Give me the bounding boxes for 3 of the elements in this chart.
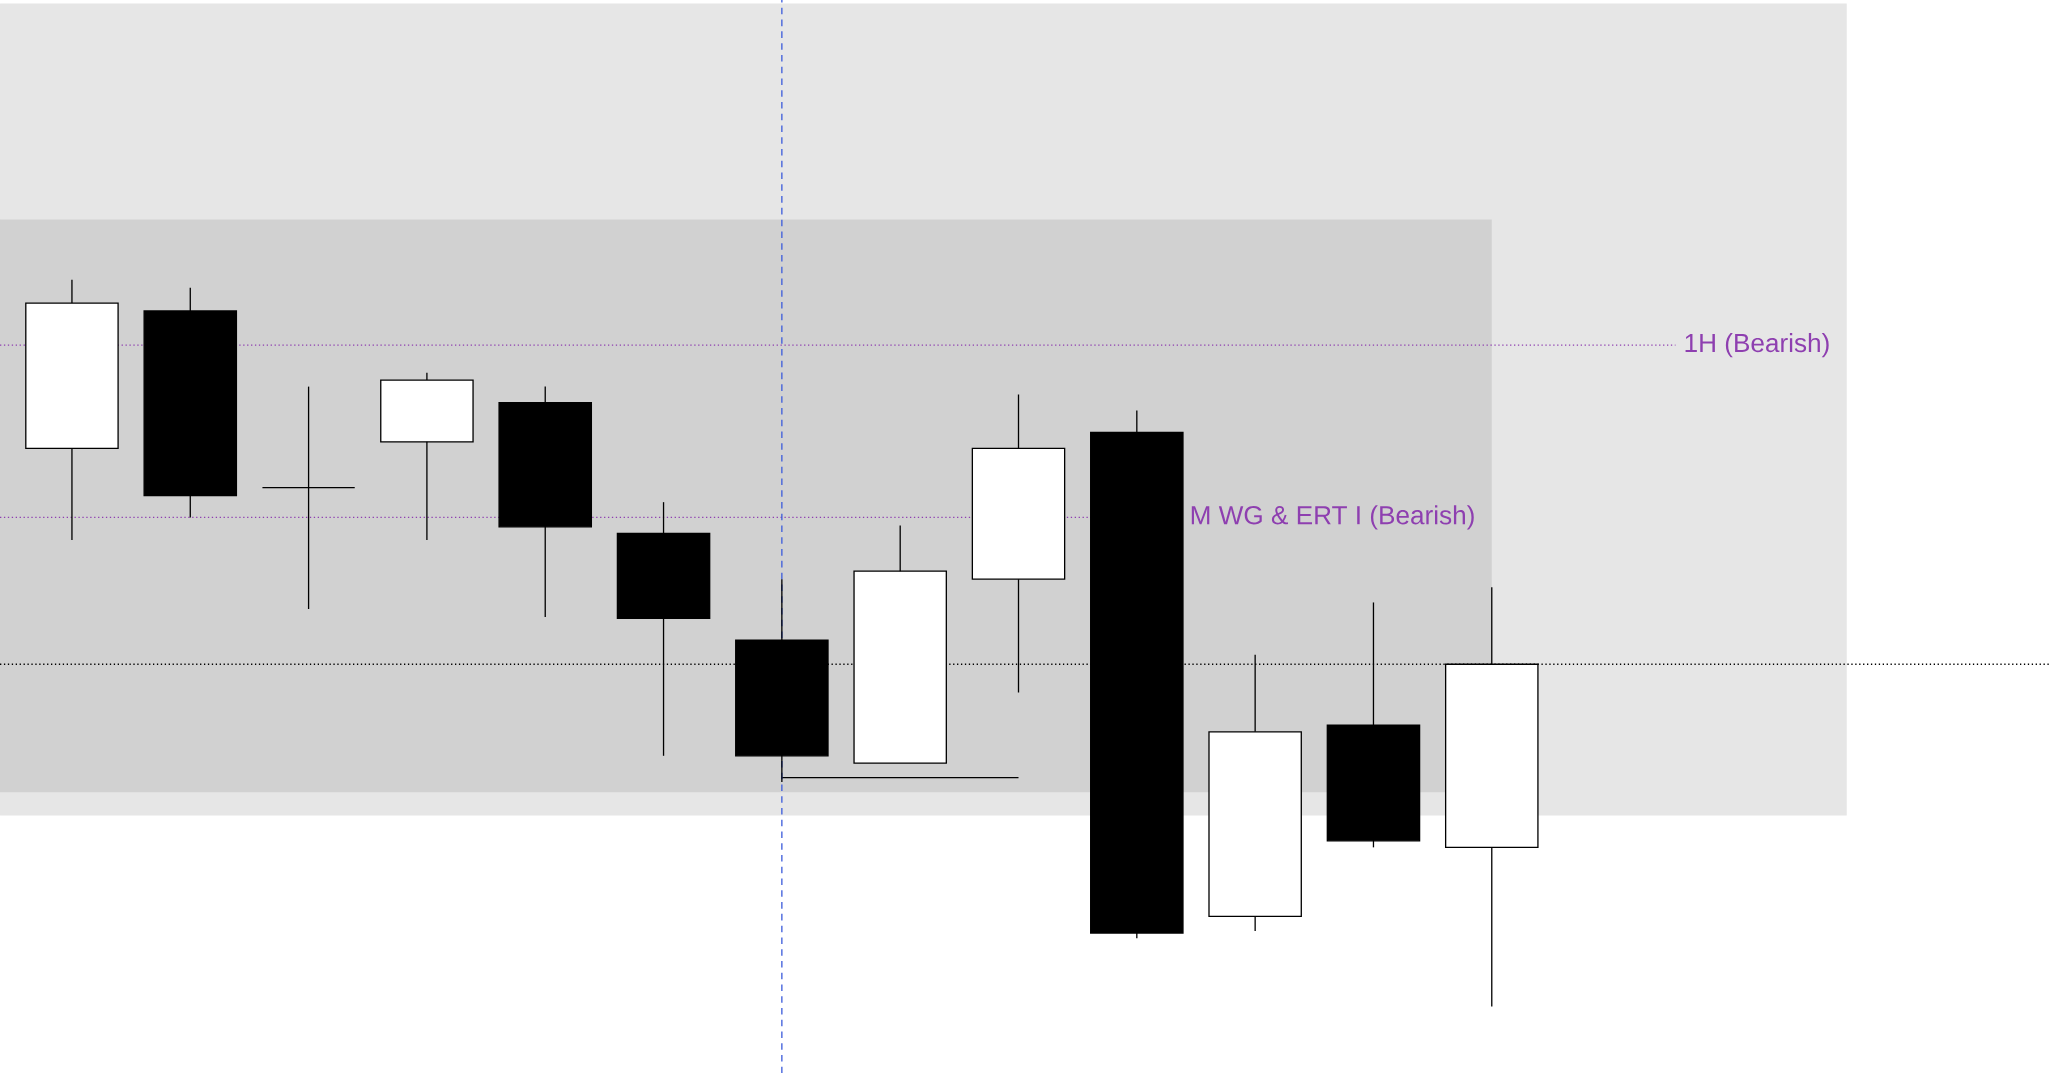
ref-line-label: M WG & ERT I (Bearish) — [1191, 505, 1474, 530]
ref-line-label: 1H (Bearish) — [1685, 332, 1829, 358]
candlestick — [261, 385, 356, 610]
